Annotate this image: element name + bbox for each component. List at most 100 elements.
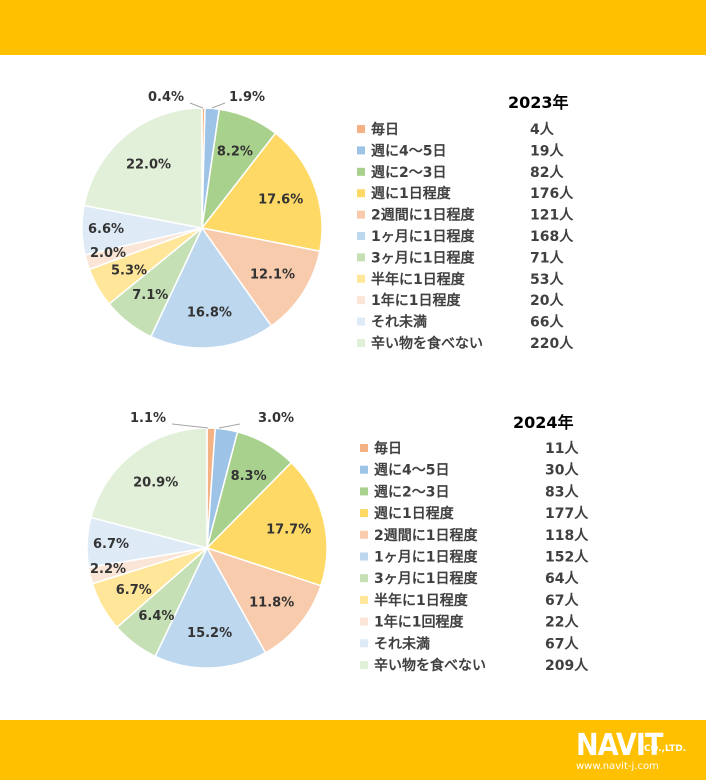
top-banner <box>0 0 706 55</box>
legend-count: 64人 <box>545 570 579 587</box>
pie-slice <box>90 427 208 549</box>
percent-label: 17.6% <box>258 193 303 208</box>
legend-label: 毎日 <box>371 121 399 138</box>
legend-swatch <box>360 595 368 604</box>
legend-count: 66人 <box>530 314 564 331</box>
percent-label: 8.2% <box>217 145 253 160</box>
legend-label: 1年に1日程度 <box>371 292 461 309</box>
legend-swatch <box>360 465 368 474</box>
legend-count: 83人 <box>545 483 579 500</box>
percent-label: 6.6% <box>88 222 124 237</box>
percent-label: 17.7% <box>266 522 311 537</box>
legend-count: 20人 <box>530 292 564 309</box>
company-logo: NAVIT CO.,LTD. www.navit-j.com <box>576 728 696 774</box>
legend-label: 週に4～5日 <box>374 463 449 479</box>
legend-label: 辛い物を食べない <box>371 335 483 352</box>
leader-line <box>218 423 241 429</box>
percent-label: 0.4% <box>148 90 184 105</box>
legend-count: 220人 <box>530 335 574 352</box>
percent-label: 16.8% <box>187 306 232 321</box>
logo-main-text: NAVIT <box>576 728 663 763</box>
logo-url-text: www.navit-j.com <box>576 761 659 772</box>
legend-count: 67人 <box>545 635 579 652</box>
percent-label: 1.9% <box>229 90 265 105</box>
legend-swatch <box>357 232 365 240</box>
chart-title: 2023年 <box>508 93 569 112</box>
legend-swatch <box>360 552 368 561</box>
legend-swatch <box>360 487 368 496</box>
legend-count: 152人 <box>545 549 589 566</box>
legend-swatch <box>357 189 365 198</box>
legend-label: 2週間に1日程度 <box>374 527 478 544</box>
legend-swatch <box>357 125 365 133</box>
legend-label: 1ヶ月に1日程度 <box>374 549 478 566</box>
legend-count: 121人 <box>530 207 574 224</box>
percent-label: 22.0% <box>126 157 171 172</box>
pie-slice <box>154 546 267 669</box>
legend-label: 週に2～3日 <box>371 165 446 181</box>
legend-count: 11人 <box>545 440 579 457</box>
legend-label: 半年に1日程度 <box>371 271 466 288</box>
leader-line <box>189 102 204 109</box>
legend-count: 209人 <box>545 657 589 674</box>
legend-swatch <box>357 146 365 155</box>
pie-chart-2023: 0.4% 1.9% 8.2% 17.6% 12.1% 16.8% 7.1% 5.3% 2.0% 6… <box>81 90 574 352</box>
legend-label: 1ヶ月に1日程度 <box>371 228 475 245</box>
legend-swatch <box>357 274 365 283</box>
legend-swatch <box>357 253 365 262</box>
legend-count: 177人 <box>545 505 589 522</box>
percent-label: 1.1% <box>130 411 166 426</box>
percent-label: 3.0% <box>258 411 294 426</box>
legend-label: 週に2～3日 <box>374 484 449 500</box>
legend-label: それ未満 <box>374 635 430 652</box>
legend-swatch <box>357 296 365 305</box>
legend-count: 4人 <box>530 121 555 138</box>
percent-label: 6.7% <box>116 583 152 598</box>
percent-label: 20.9% <box>133 476 178 491</box>
legend-count: 30人 <box>545 462 579 479</box>
legend-count: 118人 <box>545 527 589 544</box>
pie-slice <box>149 226 273 349</box>
percent-label: 11.8% <box>249 596 294 611</box>
leader-line <box>171 423 209 429</box>
legend-swatch <box>357 317 365 326</box>
pie-slice <box>200 226 321 328</box>
legend-label: 毎日 <box>374 440 402 457</box>
percent-label: 2.0% <box>90 246 126 261</box>
legend-swatch <box>360 509 368 518</box>
legend-swatch <box>360 639 368 648</box>
pie-slice <box>205 461 328 587</box>
legend-swatch <box>360 574 368 583</box>
legend-label: 1年に1回程度 <box>374 614 464 631</box>
percent-label: 6.7% <box>93 537 129 552</box>
legend-label: 半年に1日程度 <box>374 592 469 609</box>
legend-count: 67人 <box>545 592 579 609</box>
legend-label: 週に4～5日 <box>371 143 446 159</box>
legend-label: 辛い物を食べない <box>374 657 486 674</box>
logo-suffix-text: CO.,LTD. <box>644 744 687 754</box>
legend-swatch <box>360 617 368 626</box>
legend-swatch <box>357 339 365 347</box>
legend-count: 19人 <box>530 142 564 159</box>
percent-label: 8.3% <box>231 469 267 484</box>
legend-swatch <box>357 210 365 219</box>
legend-count: 168人 <box>530 228 574 245</box>
percent-label: 15.2% <box>187 626 232 641</box>
pie-slice <box>83 107 203 229</box>
percent-label: 5.3% <box>111 264 147 279</box>
legend-swatch <box>360 444 368 452</box>
chart-title: 2024年 <box>513 413 574 432</box>
legend-swatch <box>360 661 368 669</box>
percent-label: 7.1% <box>132 288 168 303</box>
legend-swatch <box>360 530 368 539</box>
legend-count: 53人 <box>530 271 564 288</box>
legend-swatch <box>357 167 365 176</box>
legend-label: それ未満 <box>371 314 427 331</box>
legend-label: 3ヶ月に1日程度 <box>374 570 478 587</box>
legend-count: 176人 <box>530 185 574 202</box>
legend-count: 82人 <box>530 164 564 181</box>
percent-label: 2.2% <box>90 562 126 577</box>
pie-slice <box>205 546 322 654</box>
percent-label: 12.1% <box>250 268 295 283</box>
